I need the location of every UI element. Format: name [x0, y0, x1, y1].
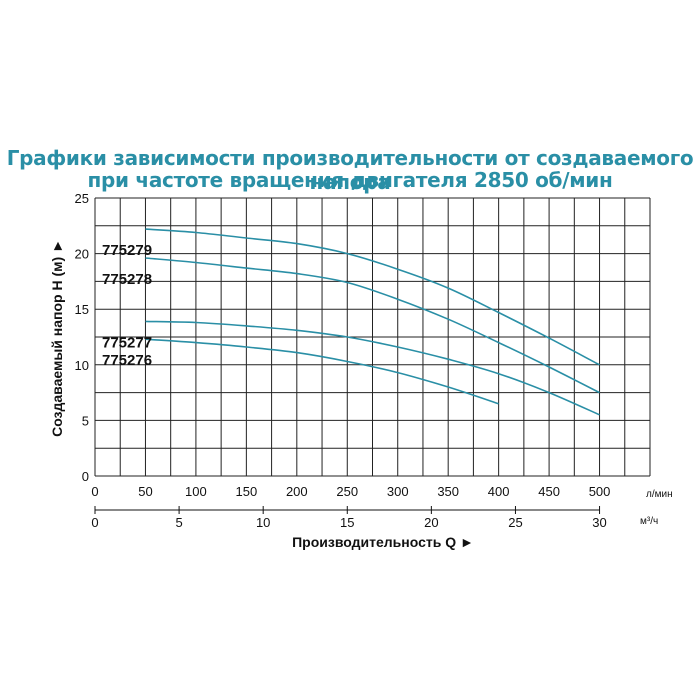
series-label-775277: 775277 — [102, 334, 152, 351]
x-tick-label: 400 — [488, 484, 510, 499]
secondary-x-tick-label: 10 — [256, 515, 270, 530]
secondary-x-tick-label: 25 — [508, 515, 522, 530]
y-axis-title: Создаваемый напор H (м) ► — [49, 239, 65, 437]
secondary-x-tick-label: 0 — [91, 515, 98, 530]
secondary-x-tick-label: 20 — [424, 515, 438, 530]
x-tick-label: 50 — [138, 484, 152, 499]
x-tick-label: 0 — [91, 484, 98, 499]
y-tick-label: 5 — [82, 413, 89, 428]
x-tick-label: 150 — [236, 484, 258, 499]
y-tick-labels: 0 5 10 15 20 25 — [75, 191, 89, 484]
x-tick-label: 100 — [185, 484, 207, 499]
series-label-775278: 775278 — [102, 271, 152, 288]
chart-subtitle: при частоте вращения двигателя 2850 об/м… — [87, 168, 613, 192]
secondary-x-unit-label: м³/ч — [640, 516, 658, 527]
series-label-775279: 775279 — [102, 242, 152, 259]
x-axis-title: Производительность Q ► — [292, 534, 474, 550]
x-tick-label: 300 — [387, 484, 409, 499]
series-line-775277 — [145, 320, 600, 416]
x-tick-label: 350 — [437, 484, 459, 499]
x-tick-label: 200 — [286, 484, 308, 499]
series-label-775276: 775276 — [102, 352, 152, 369]
series-line-775279 — [145, 228, 600, 366]
secondary-x-tick-label: 30 — [592, 515, 606, 530]
secondary-x-axis: 0 5 10 15 20 25 30 — [91, 506, 607, 530]
series-line-775278 — [145, 257, 600, 394]
x-tick-label: 450 — [538, 484, 560, 499]
series-curves — [145, 228, 600, 416]
y-tick-label: 15 — [75, 302, 89, 317]
secondary-x-tick-label: 5 — [175, 515, 182, 530]
x-tick-label: 250 — [336, 484, 358, 499]
x-tick-label: 500 — [589, 484, 611, 499]
grid-lines — [94, 197, 651, 477]
y-tick-label: 0 — [82, 469, 89, 484]
series-line-775276 — [145, 338, 499, 405]
y-tick-label: 10 — [75, 358, 89, 373]
y-tick-label: 25 — [75, 191, 89, 206]
y-tick-label: 20 — [75, 247, 89, 262]
secondary-x-tick-label: 15 — [340, 515, 354, 530]
chart-title: Графики зависимости производительности о… — [6, 146, 694, 194]
x-tick-labels: 0 50 100 150 200 250 300 350 400 450 500 — [91, 484, 610, 499]
x-unit-label: л/мин — [646, 489, 673, 500]
